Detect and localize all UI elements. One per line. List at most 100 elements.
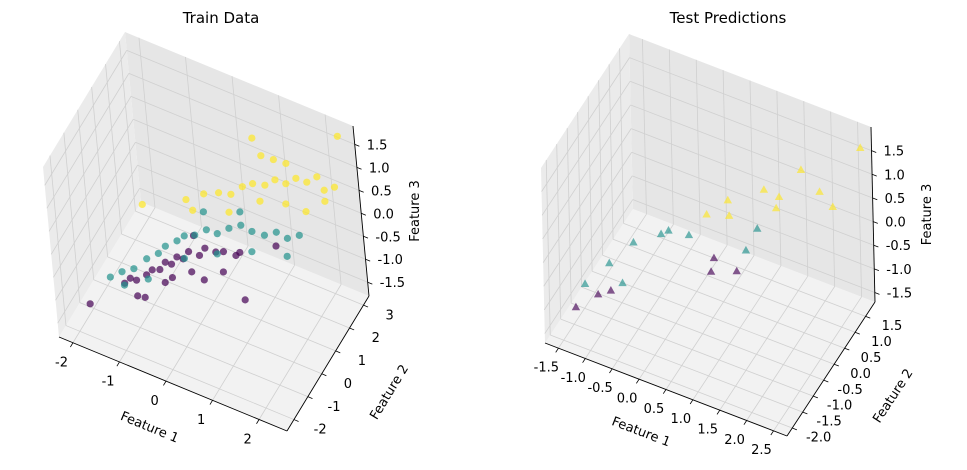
data-point bbox=[225, 224, 233, 232]
data-point bbox=[132, 276, 141, 284]
grid-z bbox=[632, 199, 875, 293]
x-tick-mark bbox=[662, 389, 667, 394]
data-point bbox=[200, 276, 208, 284]
data-point bbox=[260, 231, 269, 239]
y-tick-label: 0.0 bbox=[850, 367, 871, 382]
grid-z bbox=[541, 81, 631, 216]
grid-y bbox=[105, 63, 122, 235]
data-point bbox=[796, 165, 806, 173]
data-point bbox=[282, 180, 290, 188]
grid-y bbox=[602, 254, 845, 349]
y-axis-line bbox=[286, 295, 370, 432]
data-point bbox=[815, 187, 824, 195]
z-tick-label: -0.5 bbox=[375, 230, 400, 245]
z-tick-label: -1.0 bbox=[886, 263, 911, 278]
data-point bbox=[732, 266, 741, 275]
data-point bbox=[138, 200, 146, 209]
data-point bbox=[272, 242, 280, 250]
x-axis-label: Feature 1 bbox=[609, 414, 672, 450]
grid-y bbox=[591, 270, 835, 365]
grid-z bbox=[55, 165, 138, 301]
x-tick-mark bbox=[743, 420, 748, 425]
grid-x bbox=[692, 265, 782, 401]
grid-z bbox=[542, 128, 632, 263]
grid-z bbox=[126, 50, 355, 145]
z-tick-mark bbox=[874, 268, 880, 272]
y-tick-label: -0.5 bbox=[837, 383, 862, 398]
y-tick-mark bbox=[363, 304, 369, 308]
x-tick-label: 2 bbox=[244, 432, 252, 447]
data-point bbox=[236, 248, 244, 257]
data-point bbox=[303, 178, 311, 186]
z-tick-label: -1.0 bbox=[378, 253, 403, 268]
data-point bbox=[227, 190, 235, 198]
y-axis-label: Feature 2 bbox=[367, 362, 412, 422]
z-tick-label: 0.0 bbox=[885, 216, 906, 231]
data-point bbox=[248, 248, 256, 256]
grid-y bbox=[93, 279, 322, 375]
x-tick-mark bbox=[163, 380, 167, 386]
data-point bbox=[182, 195, 190, 204]
y-axis-line bbox=[786, 301, 876, 437]
data-point bbox=[724, 211, 734, 219]
data-point bbox=[295, 231, 303, 239]
x-tick-label: -0.5 bbox=[587, 381, 612, 396]
data-point bbox=[86, 300, 94, 308]
data-point bbox=[292, 174, 300, 182]
grid-x bbox=[746, 286, 836, 421]
data-point bbox=[248, 227, 256, 236]
x-tick-mark bbox=[70, 342, 74, 348]
y-tick-mark bbox=[865, 315, 871, 319]
grid-y bbox=[79, 302, 308, 398]
data-point bbox=[225, 208, 233, 216]
z-tick-mark bbox=[356, 166, 362, 170]
data-point bbox=[257, 152, 265, 160]
data-point bbox=[238, 183, 246, 191]
grid-z bbox=[130, 95, 360, 191]
grid-z bbox=[541, 57, 630, 192]
grid-y bbox=[560, 318, 803, 413]
y-tick-mark bbox=[854, 331, 860, 335]
data-point bbox=[580, 279, 590, 287]
data-point bbox=[702, 209, 711, 218]
grid-z bbox=[543, 152, 633, 287]
chart-panel-2: -1.5-1.0-0.50.00.51.01.52.02.5-2.0-1.5-1… bbox=[534, 9, 935, 458]
grid-z bbox=[128, 72, 358, 168]
grid-x bbox=[558, 213, 647, 349]
grid-x bbox=[642, 39, 647, 215]
data-point bbox=[195, 251, 204, 260]
z-tick-mark bbox=[367, 281, 373, 285]
y-tick-mark bbox=[293, 419, 299, 422]
z-tick-mark bbox=[873, 221, 878, 224]
y-tick-mark bbox=[349, 327, 355, 331]
data-point bbox=[237, 221, 245, 229]
y-tick-label: -1.5 bbox=[816, 415, 841, 430]
grid-x bbox=[695, 59, 701, 235]
x-tick-label: 2.5 bbox=[751, 443, 772, 458]
x-tick-mark bbox=[555, 347, 559, 353]
data-point bbox=[201, 244, 209, 252]
chart-panel-1: -2-1012-2-10123-1.5-1.0-0.50.00.51.01.5F… bbox=[43, 9, 423, 447]
grid-x bbox=[803, 101, 809, 277]
grid-x bbox=[165, 245, 249, 382]
data-point bbox=[167, 260, 176, 268]
grid-z bbox=[44, 50, 128, 186]
data-point bbox=[283, 252, 291, 260]
grid-x bbox=[776, 90, 782, 266]
data-point bbox=[120, 281, 129, 289]
z-tick-mark bbox=[354, 144, 360, 147]
y-tick-mark bbox=[813, 395, 819, 399]
x-tick-label: 2.0 bbox=[724, 433, 745, 448]
data-point bbox=[144, 275, 152, 283]
x-tick-mark bbox=[582, 358, 586, 363]
x-tick-label: -1.0 bbox=[561, 371, 586, 386]
data-point bbox=[148, 266, 156, 274]
data-point bbox=[118, 268, 126, 276]
y-tick-mark bbox=[823, 379, 829, 383]
data-point bbox=[333, 132, 341, 140]
x-tick-label: -1 bbox=[102, 375, 115, 390]
grid-x bbox=[138, 37, 156, 208]
data-point bbox=[189, 206, 197, 214]
data-point bbox=[168, 273, 177, 282]
data-point bbox=[236, 208, 244, 216]
